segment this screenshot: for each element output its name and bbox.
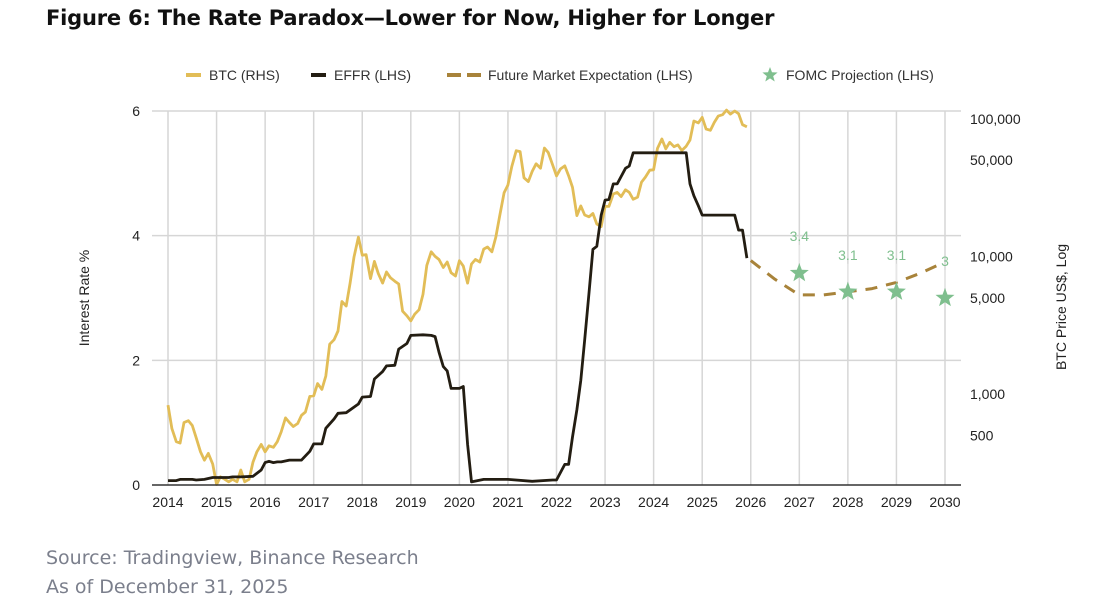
legend-item-future: Future Market Expectation (LHS) bbox=[447, 67, 693, 83]
y-tick-label: 0 bbox=[132, 477, 140, 493]
x-tick-label: 2019 bbox=[395, 494, 426, 510]
y2-tick-label: 100,000 bbox=[970, 111, 1021, 127]
fomc-projection-star bbox=[935, 288, 955, 307]
series-line-effr bbox=[168, 151, 749, 484]
x-tick-label: 2020 bbox=[444, 494, 475, 510]
source-note: Source: Tradingview, Binance Research bbox=[46, 547, 419, 569]
fomc-projection-star bbox=[886, 281, 906, 300]
fomc-projection-label: 3.1 bbox=[887, 247, 907, 263]
x-tick-label: 2023 bbox=[589, 494, 620, 510]
x-tick-label: 2027 bbox=[784, 494, 815, 510]
legend-label: BTC (RHS) bbox=[209, 67, 280, 83]
x-tick-label: 2028 bbox=[832, 494, 863, 510]
x-tick-label: 2025 bbox=[687, 494, 718, 510]
x-tick-label: 2018 bbox=[347, 494, 378, 510]
x-tick-label: 2026 bbox=[735, 494, 766, 510]
y2-axis-title: BTC Price US$, Log bbox=[1053, 244, 1069, 370]
x-tick-label: 2017 bbox=[298, 494, 329, 510]
legend-label: FOMC Projection (LHS) bbox=[786, 67, 934, 83]
y-tick-label: 2 bbox=[132, 352, 140, 368]
fomc-projection-star bbox=[838, 281, 858, 300]
x-tick-label: 2022 bbox=[541, 494, 572, 510]
chart: BTC (RHS) EFFR (LHS) Future Market Expecta… bbox=[76, 67, 1069, 510]
legend-dash-icon bbox=[447, 73, 461, 77]
as-of-note: As of December 31, 2025 bbox=[46, 576, 289, 598]
legend-star-icon bbox=[762, 67, 778, 82]
fomc-projection-label: 3 bbox=[941, 253, 949, 269]
x-tick-label: 2021 bbox=[492, 494, 523, 510]
legend-item-effr: EFFR (LHS) bbox=[311, 67, 411, 83]
legend-item-fomc: FOMC Projection (LHS) bbox=[762, 67, 934, 83]
fomc-projection-label: 3.4 bbox=[790, 228, 810, 244]
y-axis-title: Interest Rate % bbox=[76, 250, 92, 347]
grid-lines bbox=[152, 110, 961, 485]
x-tick-label: 2015 bbox=[201, 494, 232, 510]
y2-tick-label: 5,000 bbox=[970, 290, 1005, 306]
legend-label: Future Market Expectation (LHS) bbox=[488, 67, 693, 83]
x-tick-label: 2030 bbox=[929, 494, 960, 510]
legend-label: EFFR (LHS) bbox=[334, 67, 411, 83]
legend-line-icon bbox=[311, 73, 326, 77]
fomc-projection-star bbox=[789, 263, 809, 282]
y2-tick-label: 10,000 bbox=[970, 248, 1013, 264]
legend-line-icon bbox=[186, 73, 201, 77]
legend-dash-icon bbox=[467, 73, 481, 77]
x-tick-label: 2024 bbox=[638, 494, 669, 510]
y-tick-label: 4 bbox=[132, 228, 140, 244]
x-tick-label: 2016 bbox=[250, 494, 281, 510]
y-tick-label: 6 bbox=[132, 103, 140, 119]
axes: 2014 2015 2016 2017 2018 2019 2020 2021 2022 2023… bbox=[132, 103, 1021, 510]
x-tick-label: 2029 bbox=[881, 494, 912, 510]
figure-title: Figure 6: The Rate Paradox—Lower for Now… bbox=[46, 6, 775, 30]
y2-tick-label: 50,000 bbox=[970, 152, 1013, 168]
legend-item-btc: BTC (RHS) bbox=[186, 67, 280, 83]
y2-tick-label: 1,000 bbox=[970, 386, 1005, 402]
series-line-btc bbox=[166, 108, 748, 486]
fomc-projection-label: 3.1 bbox=[838, 247, 858, 263]
y2-tick-label: 500 bbox=[970, 427, 994, 443]
x-tick-label: 2014 bbox=[152, 494, 183, 510]
series-layer: 3.4 3.1 3.1 3 bbox=[166, 108, 955, 486]
legend: BTC (RHS) EFFR (LHS) Future Market Expecta… bbox=[186, 67, 934, 83]
